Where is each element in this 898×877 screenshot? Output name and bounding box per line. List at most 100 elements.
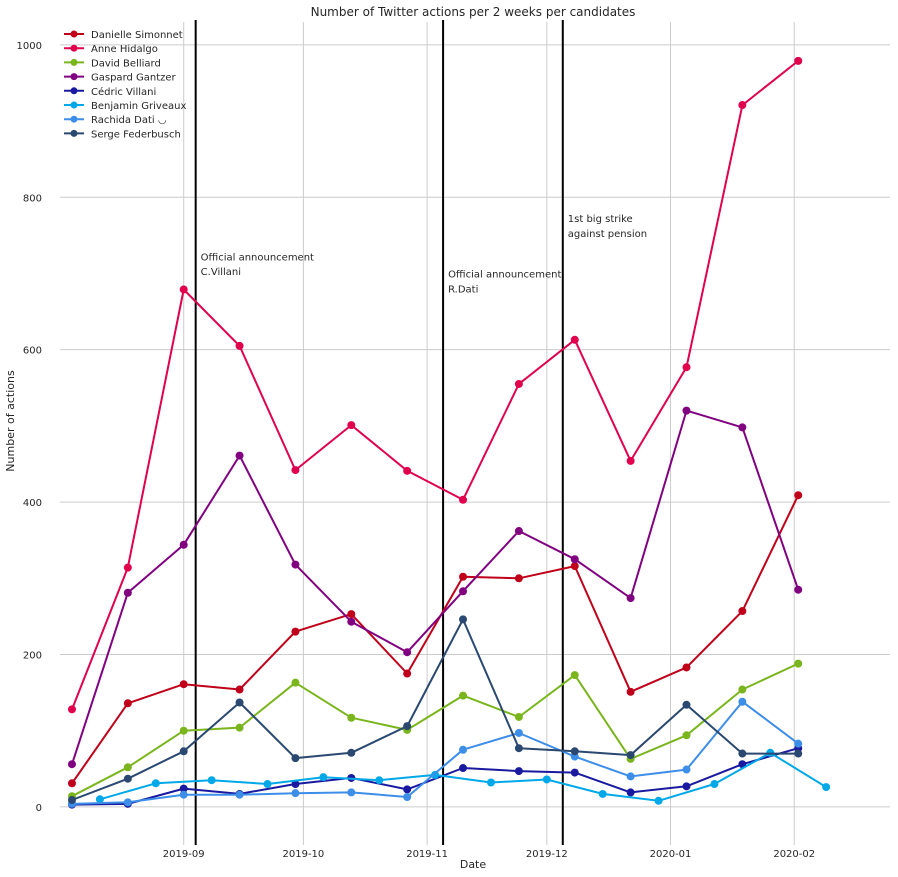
data-point xyxy=(682,782,691,791)
data-point xyxy=(263,780,272,789)
data-point xyxy=(682,731,691,740)
data-point xyxy=(682,765,691,774)
data-point xyxy=(710,780,719,789)
series-line xyxy=(71,494,800,784)
data-point xyxy=(570,562,579,571)
data-point xyxy=(67,796,76,805)
event-annotation: Official announcement xyxy=(201,253,314,264)
data-point xyxy=(626,687,635,696)
data-point xyxy=(459,572,468,581)
data-point xyxy=(235,685,244,694)
data-point xyxy=(67,705,76,714)
data-point xyxy=(794,749,803,758)
legend-swatch-marker xyxy=(70,129,78,137)
data-point xyxy=(151,779,160,788)
data-point xyxy=(235,790,244,799)
series-line xyxy=(71,618,799,801)
data-point xyxy=(626,772,635,781)
data-point xyxy=(738,685,747,694)
data-point xyxy=(123,763,132,772)
data-point xyxy=(514,574,523,583)
data-point xyxy=(347,617,356,626)
series-lines xyxy=(67,56,831,809)
legend-label: Anne Hidalgo xyxy=(91,44,158,55)
data-point xyxy=(459,615,468,624)
legend: Danielle Simonnet Anne Hidalgo David Belli… xyxy=(64,30,186,140)
data-point xyxy=(67,760,76,769)
series-line xyxy=(71,700,799,805)
data-point xyxy=(626,594,635,603)
series-line xyxy=(99,751,827,802)
x-tick-label: 2020-01 xyxy=(650,849,692,860)
data-point xyxy=(179,285,188,294)
data-point xyxy=(459,745,468,754)
data-point xyxy=(514,527,523,536)
legend-label: David Belliard xyxy=(91,58,161,69)
x-tick-label: 2019-11 xyxy=(406,849,448,860)
data-point xyxy=(738,697,747,706)
data-point xyxy=(514,712,523,721)
data-point xyxy=(459,587,468,596)
data-point xyxy=(235,698,244,707)
data-point xyxy=(403,648,412,657)
data-point xyxy=(179,747,188,756)
data-point xyxy=(738,423,747,432)
data-point xyxy=(738,607,747,616)
data-point xyxy=(123,563,132,572)
data-point xyxy=(179,540,188,549)
data-point xyxy=(682,406,691,415)
y-tick-label: 600 xyxy=(23,346,42,357)
legend-swatch-marker xyxy=(70,115,78,123)
data-point xyxy=(123,798,132,807)
data-point xyxy=(179,790,188,799)
data-point xyxy=(794,739,803,748)
data-point xyxy=(459,495,468,504)
data-point xyxy=(570,555,579,564)
legend-label: Danielle Simonnet xyxy=(91,30,183,41)
data-point xyxy=(654,796,663,805)
data-point xyxy=(235,723,244,732)
grid xyxy=(60,22,890,845)
data-point xyxy=(235,451,244,460)
data-point xyxy=(514,728,523,737)
data-point xyxy=(514,379,523,388)
data-point xyxy=(291,780,300,789)
legend-label: Serge Federbusch xyxy=(91,129,181,140)
data-point xyxy=(682,663,691,672)
data-point xyxy=(598,789,607,798)
legend-swatch-marker xyxy=(70,101,78,109)
data-point xyxy=(347,748,356,757)
data-point xyxy=(403,785,412,794)
axes: 0 200 400 600 800 1000 2019-09 2019-10 2019-11 20… xyxy=(17,41,816,860)
data-point xyxy=(459,764,468,773)
data-point xyxy=(319,773,328,782)
event-annotation: Official announcement xyxy=(448,269,561,280)
x-tick-label: 2019-10 xyxy=(283,849,325,860)
y-tick-label: 1000 xyxy=(17,41,42,52)
data-point xyxy=(570,747,579,756)
legend-swatch-marker xyxy=(70,44,78,52)
data-point xyxy=(291,466,300,475)
data-point xyxy=(403,722,412,731)
data-point xyxy=(347,788,356,797)
legend-label: Benjamin Griveaux xyxy=(91,101,186,112)
data-point xyxy=(403,792,412,801)
legend-label: Gaspard Gantzer xyxy=(91,73,177,84)
data-point xyxy=(207,776,216,785)
event-annotation: 1st big strike xyxy=(568,214,633,225)
data-point xyxy=(794,491,803,500)
data-point xyxy=(347,713,356,722)
event-annotation: R.Dati xyxy=(448,285,478,296)
data-point xyxy=(738,749,747,758)
data-point xyxy=(794,585,803,594)
y-tick-label: 800 xyxy=(23,193,42,204)
data-point xyxy=(682,363,691,372)
data-point xyxy=(291,627,300,636)
data-point xyxy=(514,767,523,776)
legend-swatch-marker xyxy=(70,30,78,38)
data-point xyxy=(570,671,579,680)
data-point xyxy=(794,659,803,668)
series-line xyxy=(71,60,799,710)
x-tick-label: 2019-12 xyxy=(526,849,568,860)
